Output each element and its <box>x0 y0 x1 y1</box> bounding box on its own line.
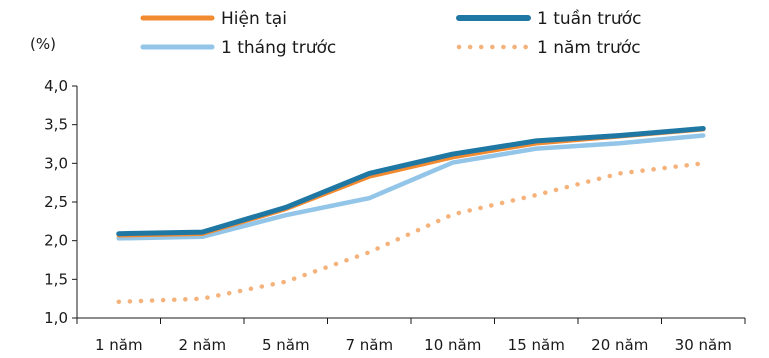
x-tick-label: 1 năm <box>95 336 143 354</box>
series-line-3 <box>116 133 706 241</box>
legend-label: 1 năm trước <box>537 38 641 58</box>
series-lines <box>116 126 706 305</box>
y-tick-label: 3,0 <box>44 154 68 172</box>
x-tick-label: 30 năm <box>675 336 732 354</box>
x-tick-label: 20 năm <box>591 336 648 354</box>
axes: 1,0 1,5 2,0 2,5 3,0 3,5 4,0 1 năm 2 năm 5 năm 7 nă… <box>44 77 746 354</box>
x-tick-label: 15 năm <box>508 336 565 354</box>
y-tick-label: 4,0 <box>44 77 68 95</box>
y-axis-unit-label: (%) <box>30 35 56 53</box>
x-tick-label: 2 năm <box>178 336 226 354</box>
legend-label: 1 tháng trước <box>221 38 336 58</box>
y-tick-label: 3,5 <box>44 116 68 134</box>
legend-label: 1 tuần trước <box>537 8 641 29</box>
legend-label: Hiện tại <box>221 9 287 29</box>
legend: Hiện tại 1 tuần trước 1 tháng trước 1 năm t… <box>140 8 641 58</box>
y-tick-label: 2,5 <box>44 193 68 211</box>
x-tick-label: 5 năm <box>262 336 310 354</box>
y-tick-label: 1,5 <box>44 270 68 288</box>
x-tick-label: 7 năm <box>345 336 393 354</box>
x-tick-label: 10 năm <box>424 336 481 354</box>
y-tick-label: 2,0 <box>44 232 68 250</box>
y-tick-label: 1,0 <box>44 309 68 327</box>
series-line-4 <box>116 161 706 305</box>
series-line-2 <box>116 126 706 237</box>
